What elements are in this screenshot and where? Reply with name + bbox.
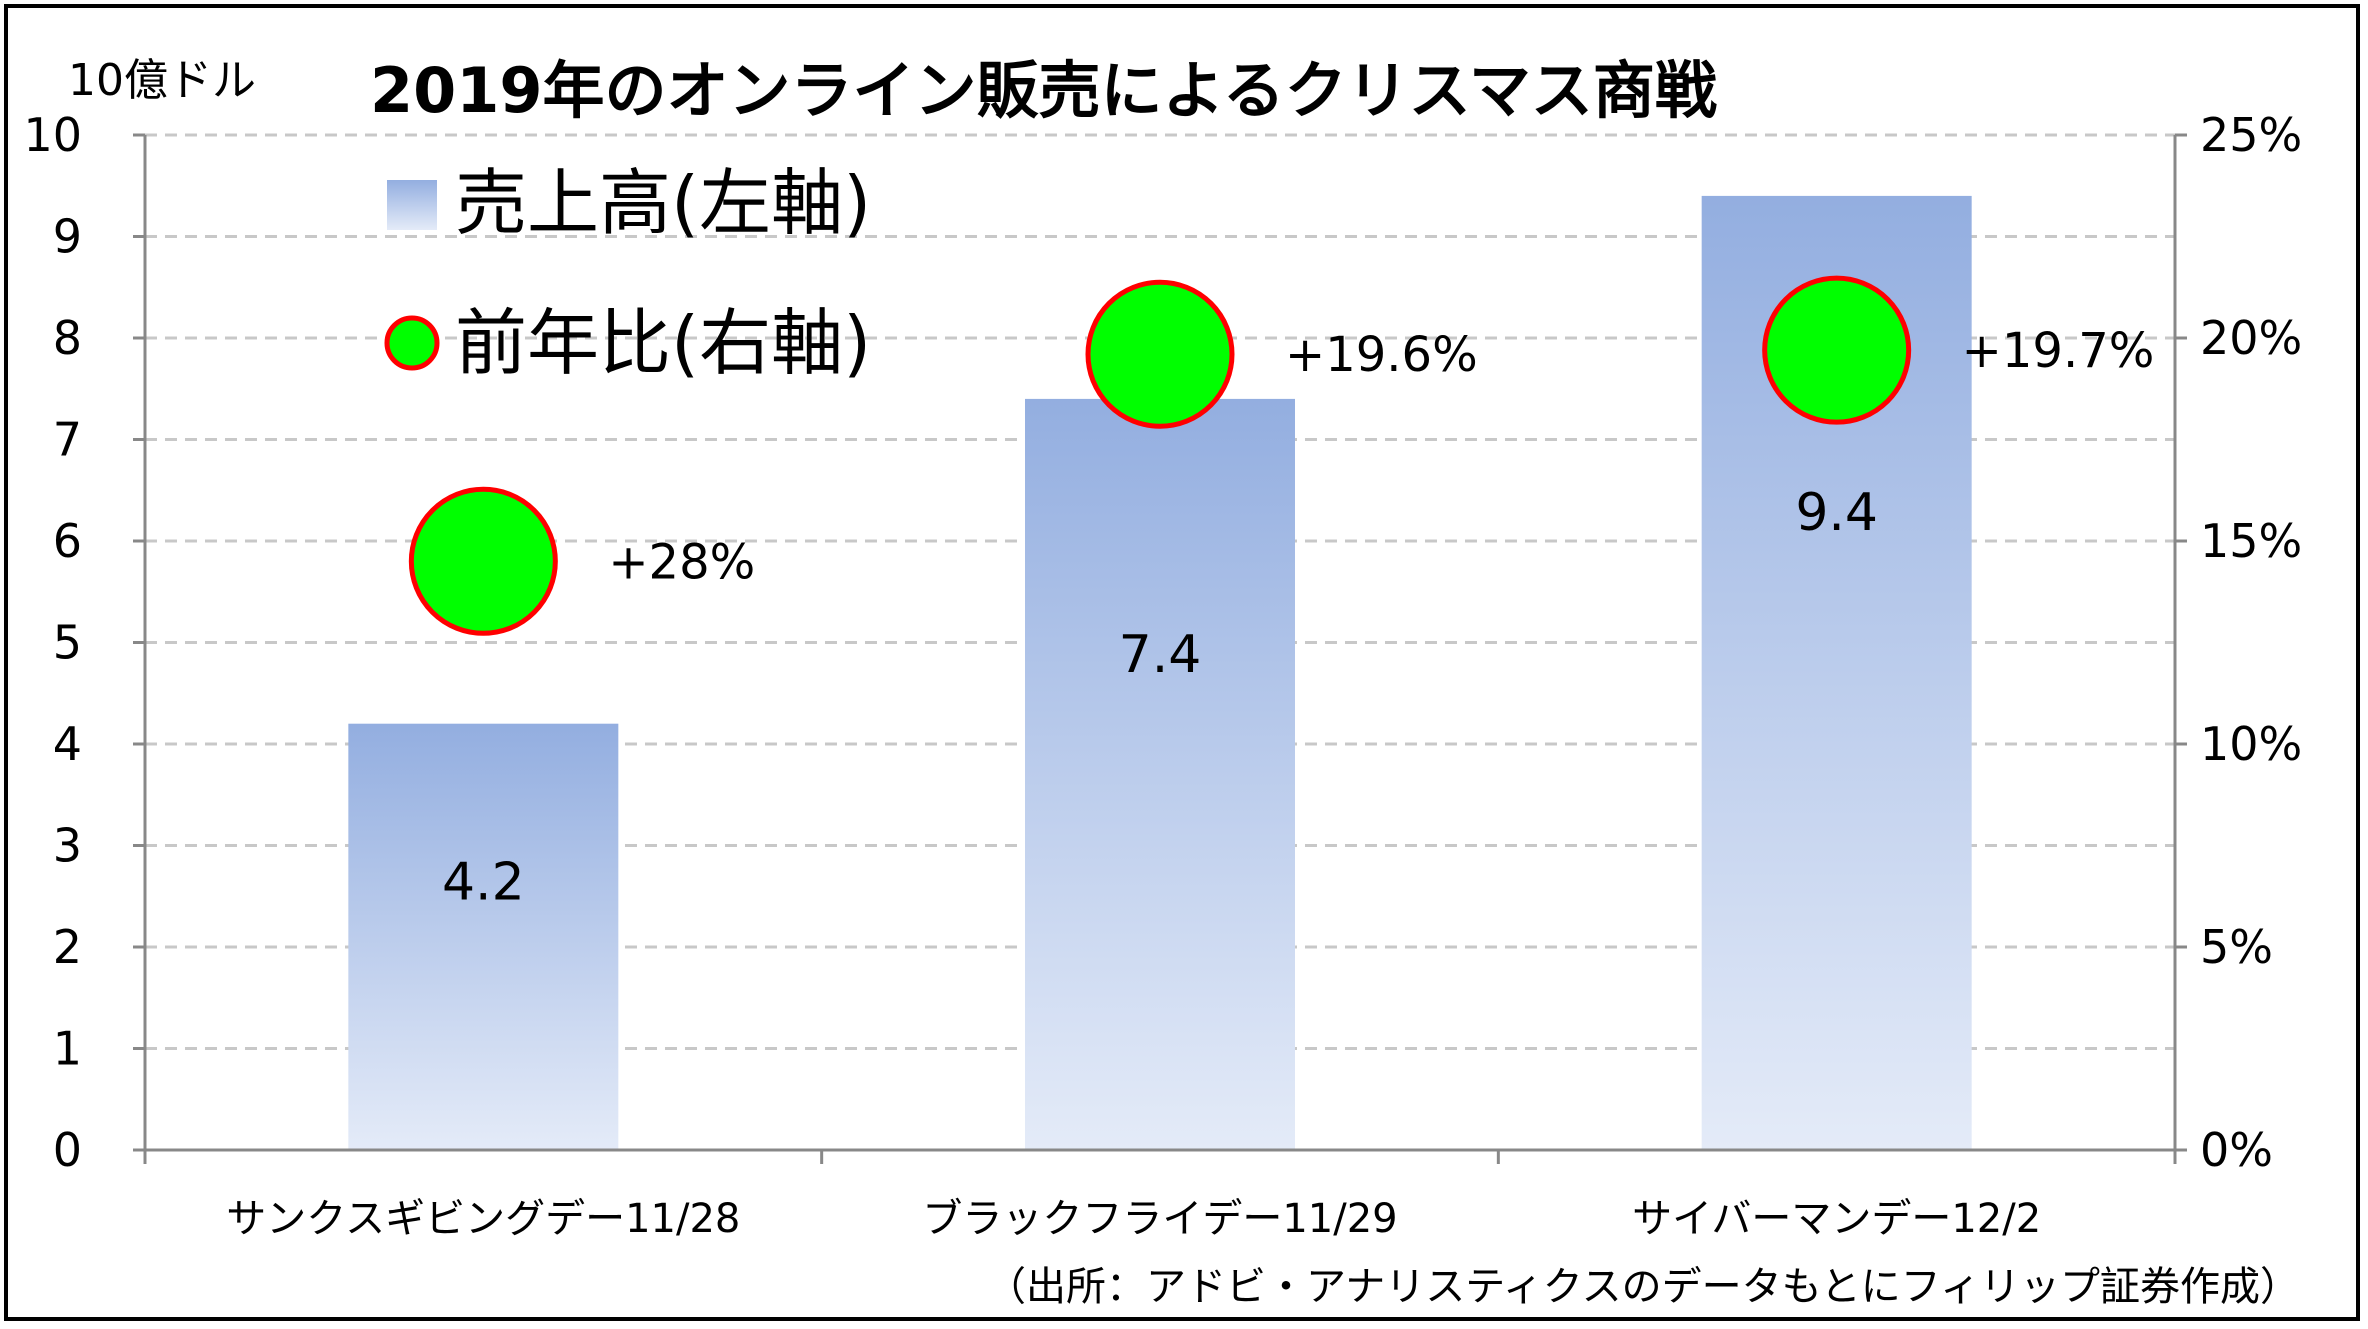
legend-marker-label: 前年比(右軸): [455, 301, 871, 385]
left-tick-label: 4: [53, 717, 82, 771]
growth-marker: [1085, 279, 1235, 429]
left-tick-label: 3: [53, 819, 82, 873]
source-note: （出所：アドビ・アナリスティクスのデータもとにフィリップ証券作成）: [986, 1264, 2300, 1310]
right-tick-label: 15%: [2200, 514, 2302, 568]
left-tick-label: 10: [23, 108, 82, 162]
chart-title: 2019年のオンライン販売によるクリスマス商戦: [370, 54, 1717, 127]
left-tick-label: 6: [53, 514, 82, 568]
left-axis-unit: 10億ドル: [68, 55, 256, 106]
growth-label: +19.6%: [1285, 327, 1478, 383]
left-tick-label: 1: [53, 1022, 82, 1076]
growth-marker: [408, 486, 558, 636]
right-tick-label: 20%: [2200, 311, 2302, 365]
legend-bar-label: 売上高(左軸): [455, 161, 871, 245]
growth-label: +19.7%: [1962, 323, 2155, 379]
category-label: サイバーマンデー12/2: [1632, 1196, 2041, 1242]
bar: [348, 723, 619, 1150]
left-tick-label: 8: [53, 311, 82, 365]
legend-bar-swatch: [387, 180, 437, 230]
growth-marker: [1762, 275, 1912, 425]
right-tick-label: 5%: [2200, 920, 2273, 974]
left-tick-label: 0: [53, 1123, 82, 1177]
category-label: サンクスギビングデー11/28: [226, 1196, 740, 1242]
left-tick-label: 7: [53, 413, 82, 467]
bar: [1025, 398, 1295, 1150]
right-tick-label: 25%: [2200, 108, 2302, 162]
right-tick-label: 0%: [2200, 1123, 2273, 1177]
bar-value-label: 7.4: [1119, 625, 1202, 685]
legend-marker-swatch: [384, 315, 440, 371]
left-tick-label: 5: [53, 616, 82, 670]
right-tick-label: 10%: [2200, 717, 2302, 771]
left-tick-label: 9: [53, 210, 82, 264]
growth-label: +28%: [608, 534, 755, 590]
left-tick-label: 2: [53, 920, 82, 974]
category-label: ブラックフライデー11/29: [922, 1196, 1397, 1242]
bar-value-label: 4.2: [442, 853, 525, 913]
bar-value-label: 9.4: [1795, 483, 1878, 543]
